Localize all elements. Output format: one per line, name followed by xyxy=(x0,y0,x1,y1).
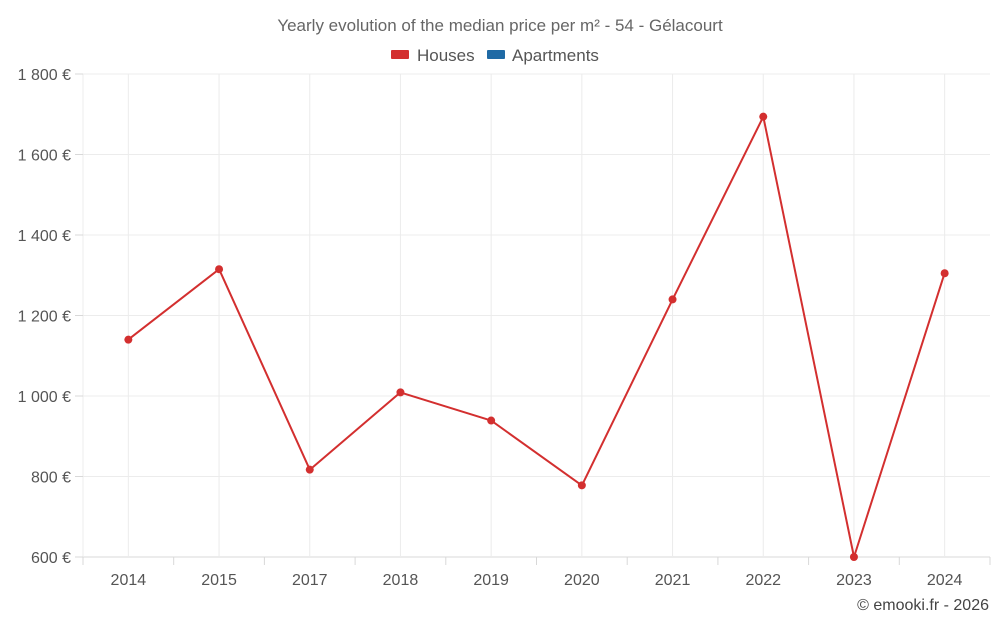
legend-label-houses: Houses xyxy=(417,46,475,65)
x-tick-label: 2018 xyxy=(383,572,419,589)
y-axis: 600 € 800 € 1 000 € 1 200 € 1 400 € 1 600 € 1 … xyxy=(18,67,83,567)
data-point-houses[interactable] xyxy=(124,335,133,344)
y-tick-label: 800 € xyxy=(31,470,71,487)
x-tick-label: 2014 xyxy=(111,572,147,589)
data-point-houses[interactable] xyxy=(759,112,768,121)
legend-item-houses[interactable]: Houses xyxy=(391,46,475,65)
series-line-houses xyxy=(127,115,946,558)
data-point-houses[interactable] xyxy=(577,481,586,490)
data-point-houses[interactable] xyxy=(215,265,224,274)
x-tick-label: 2021 xyxy=(655,572,691,589)
x-tick-label: 2015 xyxy=(201,572,237,589)
y-tick-label: 1 200 € xyxy=(18,309,71,326)
legend-swatch-houses xyxy=(391,50,409,59)
data-point-houses[interactable] xyxy=(668,295,677,304)
y-tick-label: 1 400 € xyxy=(18,228,71,245)
legend-item-apartments[interactable]: Apartments xyxy=(487,46,599,65)
x-tick-label: 2019 xyxy=(473,572,509,589)
data-point-houses[interactable] xyxy=(305,465,314,474)
x-tick-label: 2024 xyxy=(927,572,963,589)
y-tick-label: 1 600 € xyxy=(18,148,71,165)
credit-text: © emooki.fr - 2026 xyxy=(857,597,989,614)
data-point-houses[interactable] xyxy=(940,269,949,278)
grid xyxy=(82,73,990,558)
x-tick-label: 2020 xyxy=(564,572,600,589)
legend-swatch-apartments xyxy=(487,50,505,59)
x-tick-label: 2022 xyxy=(745,572,781,589)
data-point-houses[interactable] xyxy=(849,553,858,561)
chart-title: Yearly evolution of the median price per… xyxy=(277,16,723,35)
x-tick-label: 2023 xyxy=(836,572,872,589)
series-houses xyxy=(124,112,949,561)
x-axis: 2014 2015 2017 2018 2019 2020 2021 2022 2023 2024 xyxy=(82,557,991,589)
data-point-houses[interactable] xyxy=(487,416,496,425)
data-point-houses[interactable] xyxy=(396,388,405,397)
y-tick-label: 1 800 € xyxy=(18,67,71,84)
legend: Houses Apartments xyxy=(391,46,599,65)
y-tick-label: 1 000 € xyxy=(18,389,71,406)
y-tick-label: 600 € xyxy=(31,550,71,567)
legend-label-apartments: Apartments xyxy=(512,46,599,65)
x-tick-label: 2017 xyxy=(292,572,328,589)
